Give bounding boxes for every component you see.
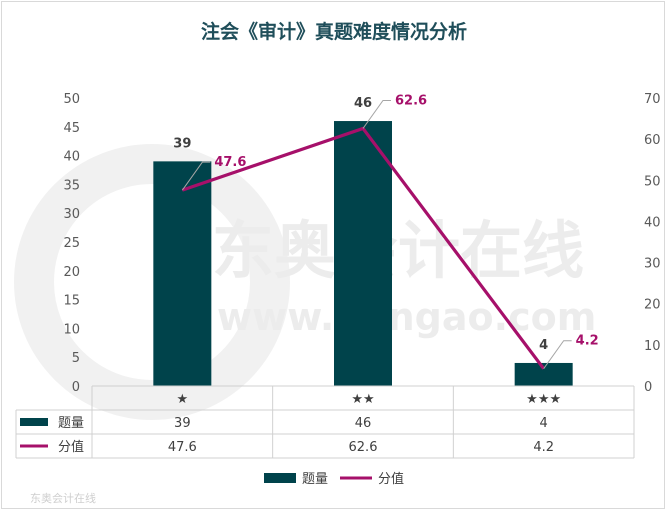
table-row-header: 分值 bbox=[58, 439, 84, 455]
table-cell: 4.2 bbox=[533, 440, 554, 455]
line-data-label: 4.2 bbox=[576, 334, 599, 349]
left-axis-tick-label: 5 bbox=[72, 351, 80, 366]
legend-label: 分值 bbox=[378, 471, 404, 487]
watermark-url: www.dongao.com bbox=[217, 295, 596, 339]
chart-title: 注会《审计》真题难度情况分析 bbox=[201, 20, 467, 43]
category-label: ★★ bbox=[351, 392, 374, 407]
right-axis-tick-label: 50 bbox=[644, 174, 661, 189]
leader-line bbox=[362, 99, 391, 129]
left-axis-tick-label: 10 bbox=[63, 322, 80, 337]
left-axis: 0 5 10 15 20 25 30 35 40 45 50 bbox=[63, 92, 80, 395]
bar-data-label: 39 bbox=[173, 136, 191, 151]
table-row-header: 题量 bbox=[58, 416, 84, 431]
right-axis-tick-label: 10 bbox=[644, 339, 661, 354]
bar-series bbox=[153, 121, 573, 386]
left-axis-tick-label: 50 bbox=[63, 92, 80, 107]
right-axis-tick-label: 30 bbox=[644, 257, 661, 272]
left-axis-tick-label: 30 bbox=[63, 207, 80, 222]
category-label: ★ bbox=[177, 392, 189, 407]
table-legend-key bbox=[20, 418, 48, 426]
left-axis-tick-label: 35 bbox=[63, 178, 80, 193]
leader-line bbox=[543, 340, 572, 370]
data-labels: 39 46 4 47.6 62.6 4.2 bbox=[173, 93, 599, 370]
table-cell: 4 bbox=[540, 416, 548, 431]
right-axis-tick-label: 20 bbox=[644, 298, 661, 313]
bar bbox=[334, 121, 392, 386]
line-data-label: 47.6 bbox=[214, 155, 246, 170]
leader-line bbox=[181, 161, 211, 191]
category-label: ★★★ bbox=[526, 392, 561, 407]
left-axis-tick-label: 20 bbox=[63, 265, 80, 280]
legend: 题量 分值 bbox=[264, 471, 404, 487]
bar bbox=[514, 362, 573, 386]
left-axis-tick-label: 40 bbox=[63, 150, 80, 165]
left-axis-tick-label: 45 bbox=[63, 121, 80, 136]
watermark-corner: 东奥会计在线 bbox=[30, 491, 96, 505]
right-axis: 0 10 20 30 40 50 60 70 bbox=[644, 92, 661, 395]
right-axis-tick-label: 0 bbox=[644, 380, 652, 395]
bar-data-label: 46 bbox=[354, 96, 372, 111]
right-axis-tick-label: 70 bbox=[644, 92, 661, 107]
watermark-logo-ring bbox=[14, 144, 290, 420]
table-cell: 62.6 bbox=[349, 440, 378, 455]
table-cell: 47.6 bbox=[168, 440, 197, 455]
left-axis-tick-label: 15 bbox=[63, 294, 80, 309]
legend-label: 题量 bbox=[302, 472, 328, 487]
table-cell: 46 bbox=[355, 416, 372, 431]
line-data-label: 62.6 bbox=[395, 93, 427, 108]
left-axis-tick-label: 25 bbox=[63, 236, 80, 251]
table-cell: 39 bbox=[174, 416, 191, 431]
watermark: 东奥会计在线 www.dongao.com 东奥会计在线 bbox=[14, 144, 596, 505]
left-axis-tick-label: 0 bbox=[72, 380, 80, 395]
right-axis-tick-label: 40 bbox=[644, 215, 661, 230]
legend-key bbox=[264, 473, 296, 483]
watermark-brand: 东奥会计在线 bbox=[212, 214, 584, 287]
bar bbox=[153, 161, 212, 386]
bar-data-label: 4 bbox=[539, 338, 548, 353]
right-axis-tick-label: 60 bbox=[644, 133, 661, 148]
data-table: ★ ★★ ★★★题量 39 46 4分值 47.6 62.6 4.2 bbox=[15, 385, 635, 459]
